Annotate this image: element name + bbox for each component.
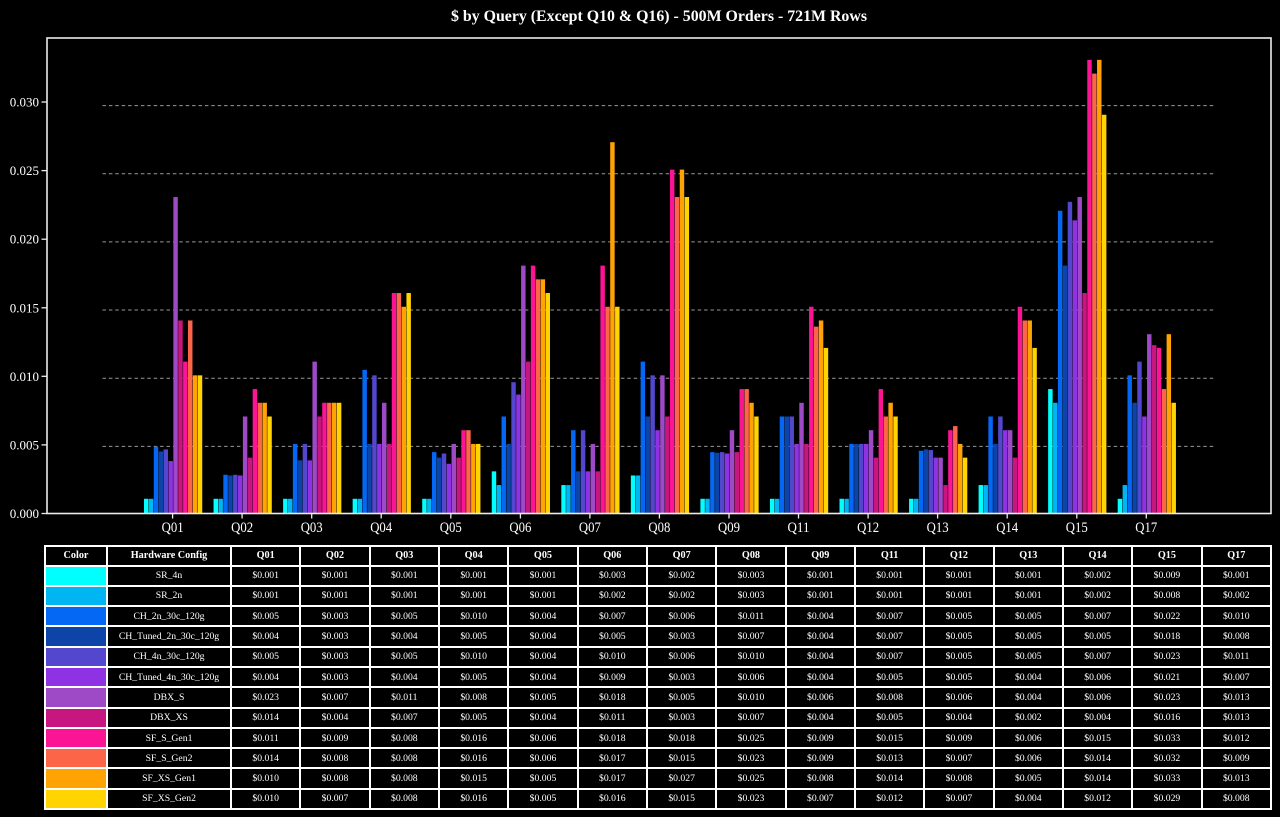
svg-text:0.005: 0.005 (10, 437, 39, 452)
svg-text:Q06: Q06 (509, 520, 531, 536)
svg-text:0.015: 0.015 (10, 300, 39, 315)
svg-text:Q07: Q07 (579, 520, 601, 536)
svg-text:0.025: 0.025 (10, 163, 39, 178)
svg-text:0.000: 0.000 (10, 506, 39, 521)
svg-text:Q13: Q13 (927, 520, 949, 536)
svg-text:Q01: Q01 (162, 520, 184, 536)
svg-text:0.020: 0.020 (10, 232, 39, 247)
svg-text:Q17: Q17 (1135, 520, 1157, 536)
svg-text:Q04: Q04 (370, 520, 393, 536)
svg-text:Q15: Q15 (1066, 520, 1088, 536)
svg-text:$ by Query (Except Q10 & Q16): $ by Query (Except Q10 & Q16) - 500M Ord… (451, 6, 867, 25)
svg-text:Q03: Q03 (301, 520, 323, 536)
svg-text:0.030: 0.030 (10, 95, 39, 110)
svg-text:0.010: 0.010 (10, 369, 39, 384)
svg-text:Q02: Q02 (231, 520, 253, 536)
svg-text:Q09: Q09 (718, 520, 740, 536)
svg-text:Q14: Q14 (996, 520, 1019, 536)
svg-text:Q05: Q05 (440, 520, 462, 536)
svg-text:Q11: Q11 (788, 520, 810, 536)
svg-text:Q12: Q12 (857, 520, 879, 536)
svg-text:Q08: Q08 (648, 520, 670, 536)
